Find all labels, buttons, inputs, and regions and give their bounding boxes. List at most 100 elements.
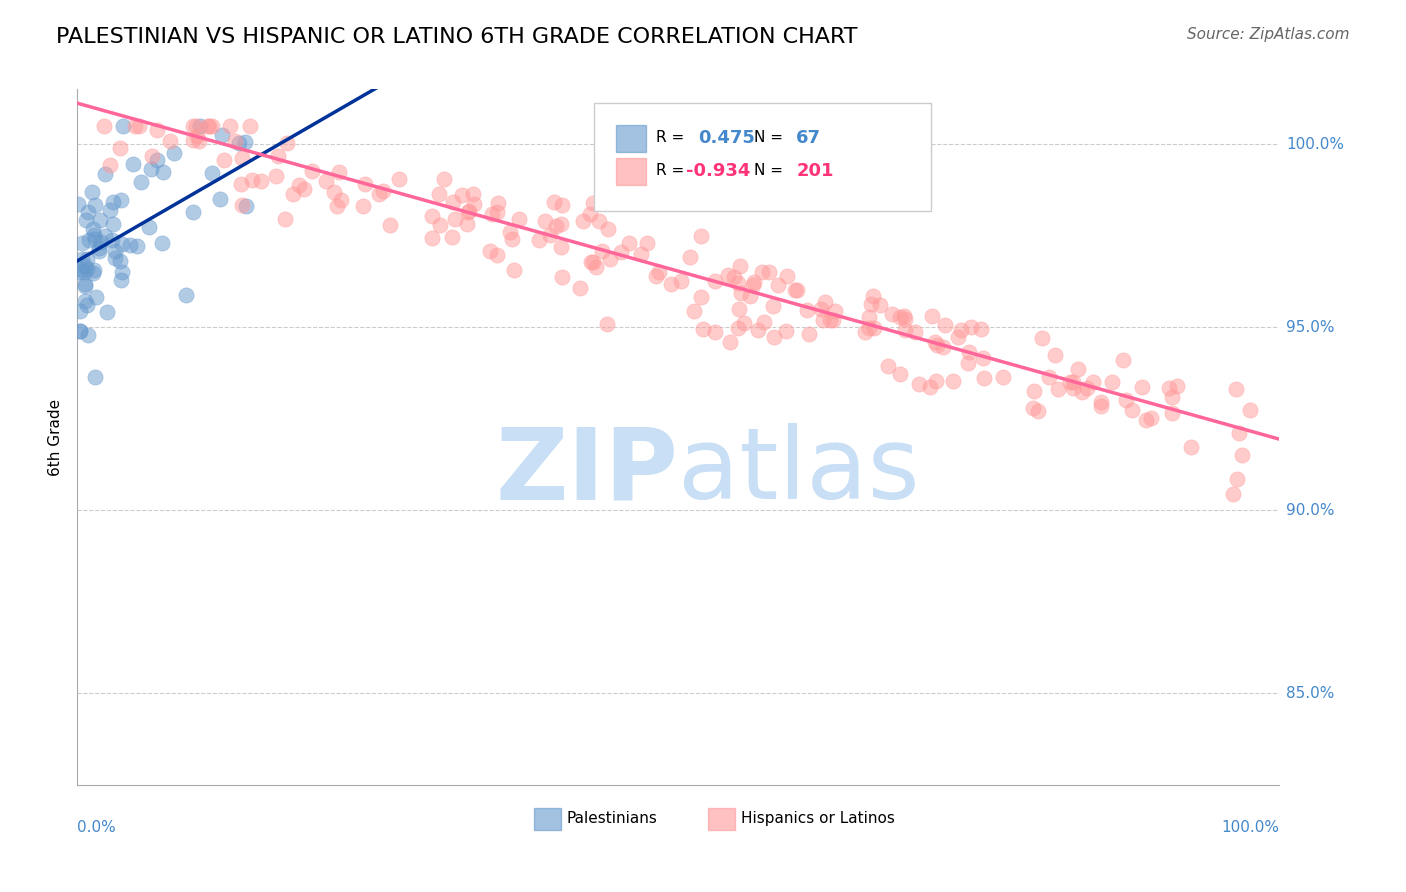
Point	[1026, 403, 1049, 417]
Point	[219, 119, 242, 133]
Point	[264, 169, 287, 183]
Point	[198, 119, 221, 133]
Text: N =: N =	[754, 130, 783, 145]
Point	[83, 263, 105, 277]
Point	[90, 235, 112, 250]
Point	[211, 128, 233, 142]
Point	[588, 213, 610, 227]
Point	[267, 149, 290, 163]
Point	[233, 135, 256, 149]
Point	[599, 252, 621, 266]
Point	[1121, 402, 1143, 417]
Text: 201: 201	[796, 161, 834, 179]
Point	[718, 334, 741, 349]
Y-axis label: 6th Grade: 6th Grade	[48, 399, 63, 475]
Point	[796, 303, 818, 318]
Point	[853, 325, 876, 339]
Point	[1160, 406, 1182, 420]
Point	[610, 244, 633, 259]
FancyBboxPatch shape	[595, 103, 931, 211]
Point	[869, 298, 891, 312]
Point	[118, 237, 141, 252]
Point	[596, 221, 619, 235]
Point	[934, 318, 956, 332]
Point	[481, 207, 503, 221]
Point	[499, 226, 522, 240]
Point	[956, 356, 979, 370]
Point	[766, 278, 789, 293]
Point	[76, 327, 98, 342]
Point	[197, 119, 219, 133]
Point	[858, 321, 880, 335]
Point	[80, 185, 103, 199]
Point	[716, 268, 738, 282]
Point	[159, 134, 181, 148]
Point	[69, 262, 91, 277]
Point	[1225, 472, 1247, 486]
Point	[921, 309, 943, 323]
Point	[108, 141, 131, 155]
Point	[70, 252, 93, 267]
Point	[578, 207, 600, 221]
Text: Palestinians: Palestinians	[567, 811, 658, 826]
Point	[371, 185, 394, 199]
Point	[67, 197, 90, 211]
Text: 100.0%: 100.0%	[1222, 820, 1279, 835]
Point	[121, 156, 143, 170]
Point	[1157, 381, 1180, 395]
FancyBboxPatch shape	[709, 808, 735, 830]
Point	[75, 278, 97, 293]
Point	[1021, 401, 1043, 415]
Point	[72, 236, 94, 251]
Point	[1038, 370, 1060, 384]
Point	[101, 195, 124, 210]
Point	[579, 254, 602, 268]
Point	[87, 242, 110, 256]
Point	[138, 220, 160, 235]
Point	[889, 367, 911, 381]
Point	[1047, 382, 1070, 396]
Text: 95.0%: 95.0%	[1286, 319, 1334, 334]
Point	[292, 182, 315, 196]
Point	[84, 370, 107, 384]
Point	[110, 273, 132, 287]
Point	[880, 307, 903, 321]
Point	[387, 171, 409, 186]
Point	[457, 204, 479, 219]
Point	[776, 268, 799, 283]
Point	[301, 163, 323, 178]
Point	[461, 187, 484, 202]
Text: 0.475: 0.475	[697, 129, 755, 147]
Point	[972, 351, 994, 366]
Point	[128, 119, 150, 133]
Point	[83, 231, 105, 245]
Point	[181, 204, 204, 219]
Point	[328, 164, 350, 178]
Point	[876, 359, 898, 373]
Point	[129, 175, 152, 189]
Point	[450, 188, 472, 202]
Point	[858, 310, 880, 324]
Point	[1225, 382, 1247, 396]
Point	[69, 324, 91, 338]
Point	[1067, 361, 1090, 376]
Point	[72, 265, 94, 279]
Point	[125, 239, 148, 253]
Point	[728, 260, 751, 274]
Point	[181, 133, 204, 147]
Point	[322, 185, 344, 199]
Point	[209, 192, 232, 206]
Point	[124, 119, 146, 133]
Point	[1130, 380, 1153, 394]
Text: 0.0%: 0.0%	[77, 820, 117, 835]
Point	[991, 369, 1014, 384]
Point	[893, 310, 915, 324]
Point	[723, 269, 745, 284]
Point	[110, 254, 132, 268]
Point	[942, 374, 965, 388]
Point	[1062, 376, 1084, 390]
Point	[463, 197, 485, 211]
Point	[104, 244, 127, 259]
Point	[786, 283, 808, 297]
Point	[250, 174, 273, 188]
